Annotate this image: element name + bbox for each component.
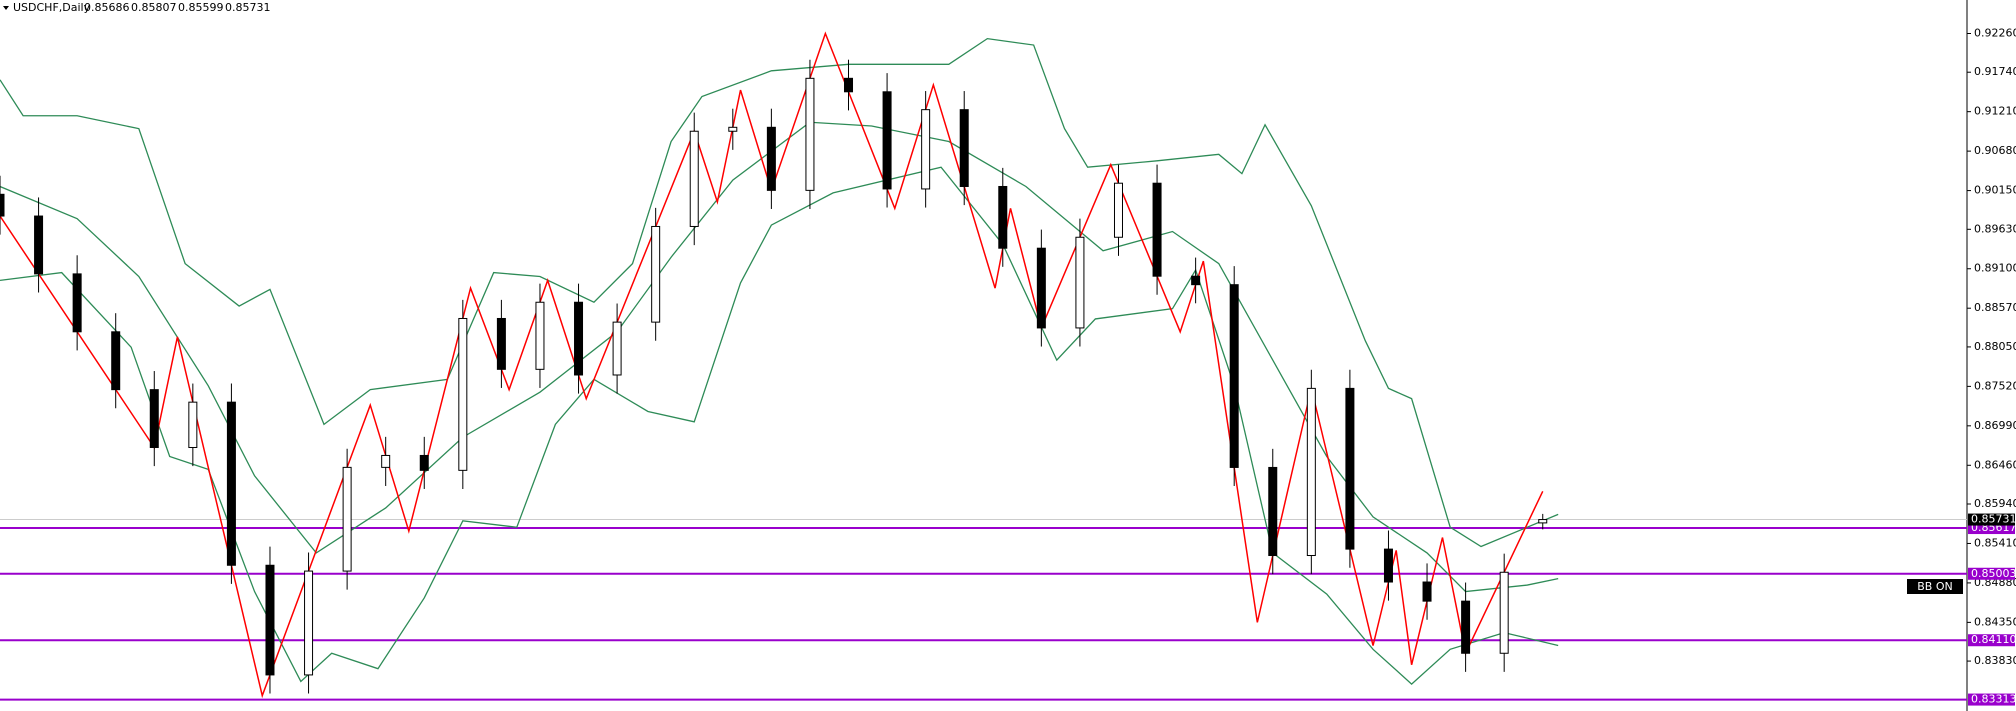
candle-body [959,109,969,187]
ohlc-close: 0.85731 [225,1,271,14]
candle-body [1036,247,1046,329]
y-tick-label: 0.83830 [1974,654,2016,667]
candle-body [689,130,699,227]
candle-body [188,401,198,448]
candle-body [882,91,892,190]
candle-body [419,454,429,471]
y-tick-label: 0.85410 [1974,536,2016,549]
candle-body [265,564,275,676]
header: USDCHF,Daily 0.85686 0.85807 0.85599 0.8… [3,1,271,14]
y-tick-label: 0.86460 [1974,458,2016,471]
candle-body [805,77,815,191]
price-label-box [1968,513,2015,526]
candle-body [342,466,352,572]
candle-body [496,317,506,370]
price-label: 0.85731 [1971,513,2016,526]
y-tick-label: 0.90150 [1974,184,2016,197]
candle-body [0,193,5,217]
button-box[interactable] [1907,579,1963,594]
candle-body [1345,387,1355,550]
y-tick-label: 0.88050 [1974,340,2016,353]
candle-body [72,273,82,333]
candle-body [1499,571,1509,654]
candle-body [1306,387,1316,557]
candle-body [1152,182,1162,277]
candle-body [381,454,391,468]
y-tick-label: 0.84350 [1974,615,2016,628]
y-tick-label: 0.86990 [1974,419,2016,432]
y-tick-label: 0.91740 [1974,65,2016,78]
ohlc-low: 0.85599 [178,1,224,14]
y-tick-label: 0.91210 [1974,105,2016,118]
candle-body [998,185,1008,249]
candle-body [574,301,584,376]
level-label-box [1968,693,2015,706]
candle-body [1383,548,1393,583]
candle-body [304,570,314,676]
y-tick-label: 0.89630 [1974,222,2016,235]
candle-body [1538,519,1548,524]
ohlc-open: 0.85686 [84,1,130,14]
candle-body [1461,600,1471,654]
button-label[interactable]: BB ON [1917,580,1952,593]
level-label: 0.84110 [1971,633,2016,646]
candle-body [535,301,545,370]
symbol: USDCHF,Daily [13,1,91,14]
candle-body [612,321,622,376]
candle-body [921,109,931,190]
candle-body [651,225,661,323]
y-tick-label: 0.89100 [1974,262,2016,275]
candle-body [111,331,121,391]
candle-body [1422,581,1432,602]
candle-body [1191,275,1201,286]
header-arrow [3,6,9,10]
candle-body [149,389,159,448]
band-line [0,121,1559,593]
candle-body [458,317,468,471]
zigzag-line [0,31,1544,699]
candle-body [226,401,236,566]
level-label: 0.85003 [1971,567,2016,580]
candle-body [728,126,738,132]
candle-body [1075,236,1085,329]
candle-body [1268,466,1278,557]
y-tick-label: 0.87520 [1974,379,2016,392]
level-label: 0.83313 [1971,693,2016,706]
level-label-box [1968,567,2015,580]
bb-button[interactable]: BB ON [1907,579,1963,594]
candle-body [766,126,776,191]
y-tick-label: 0.92260 [1974,27,2016,40]
y-tick-label: 0.90680 [1974,144,2016,157]
candle-body [1229,284,1239,468]
candle-body [1113,182,1123,238]
y-tick-label: 0.85940 [1974,497,2016,510]
y-tick-label: 0.88570 [1974,301,2016,314]
candle-body [844,77,854,93]
level-label-box [1968,634,2015,647]
candle-body [34,215,44,275]
ohlc-high: 0.85807 [131,1,177,14]
